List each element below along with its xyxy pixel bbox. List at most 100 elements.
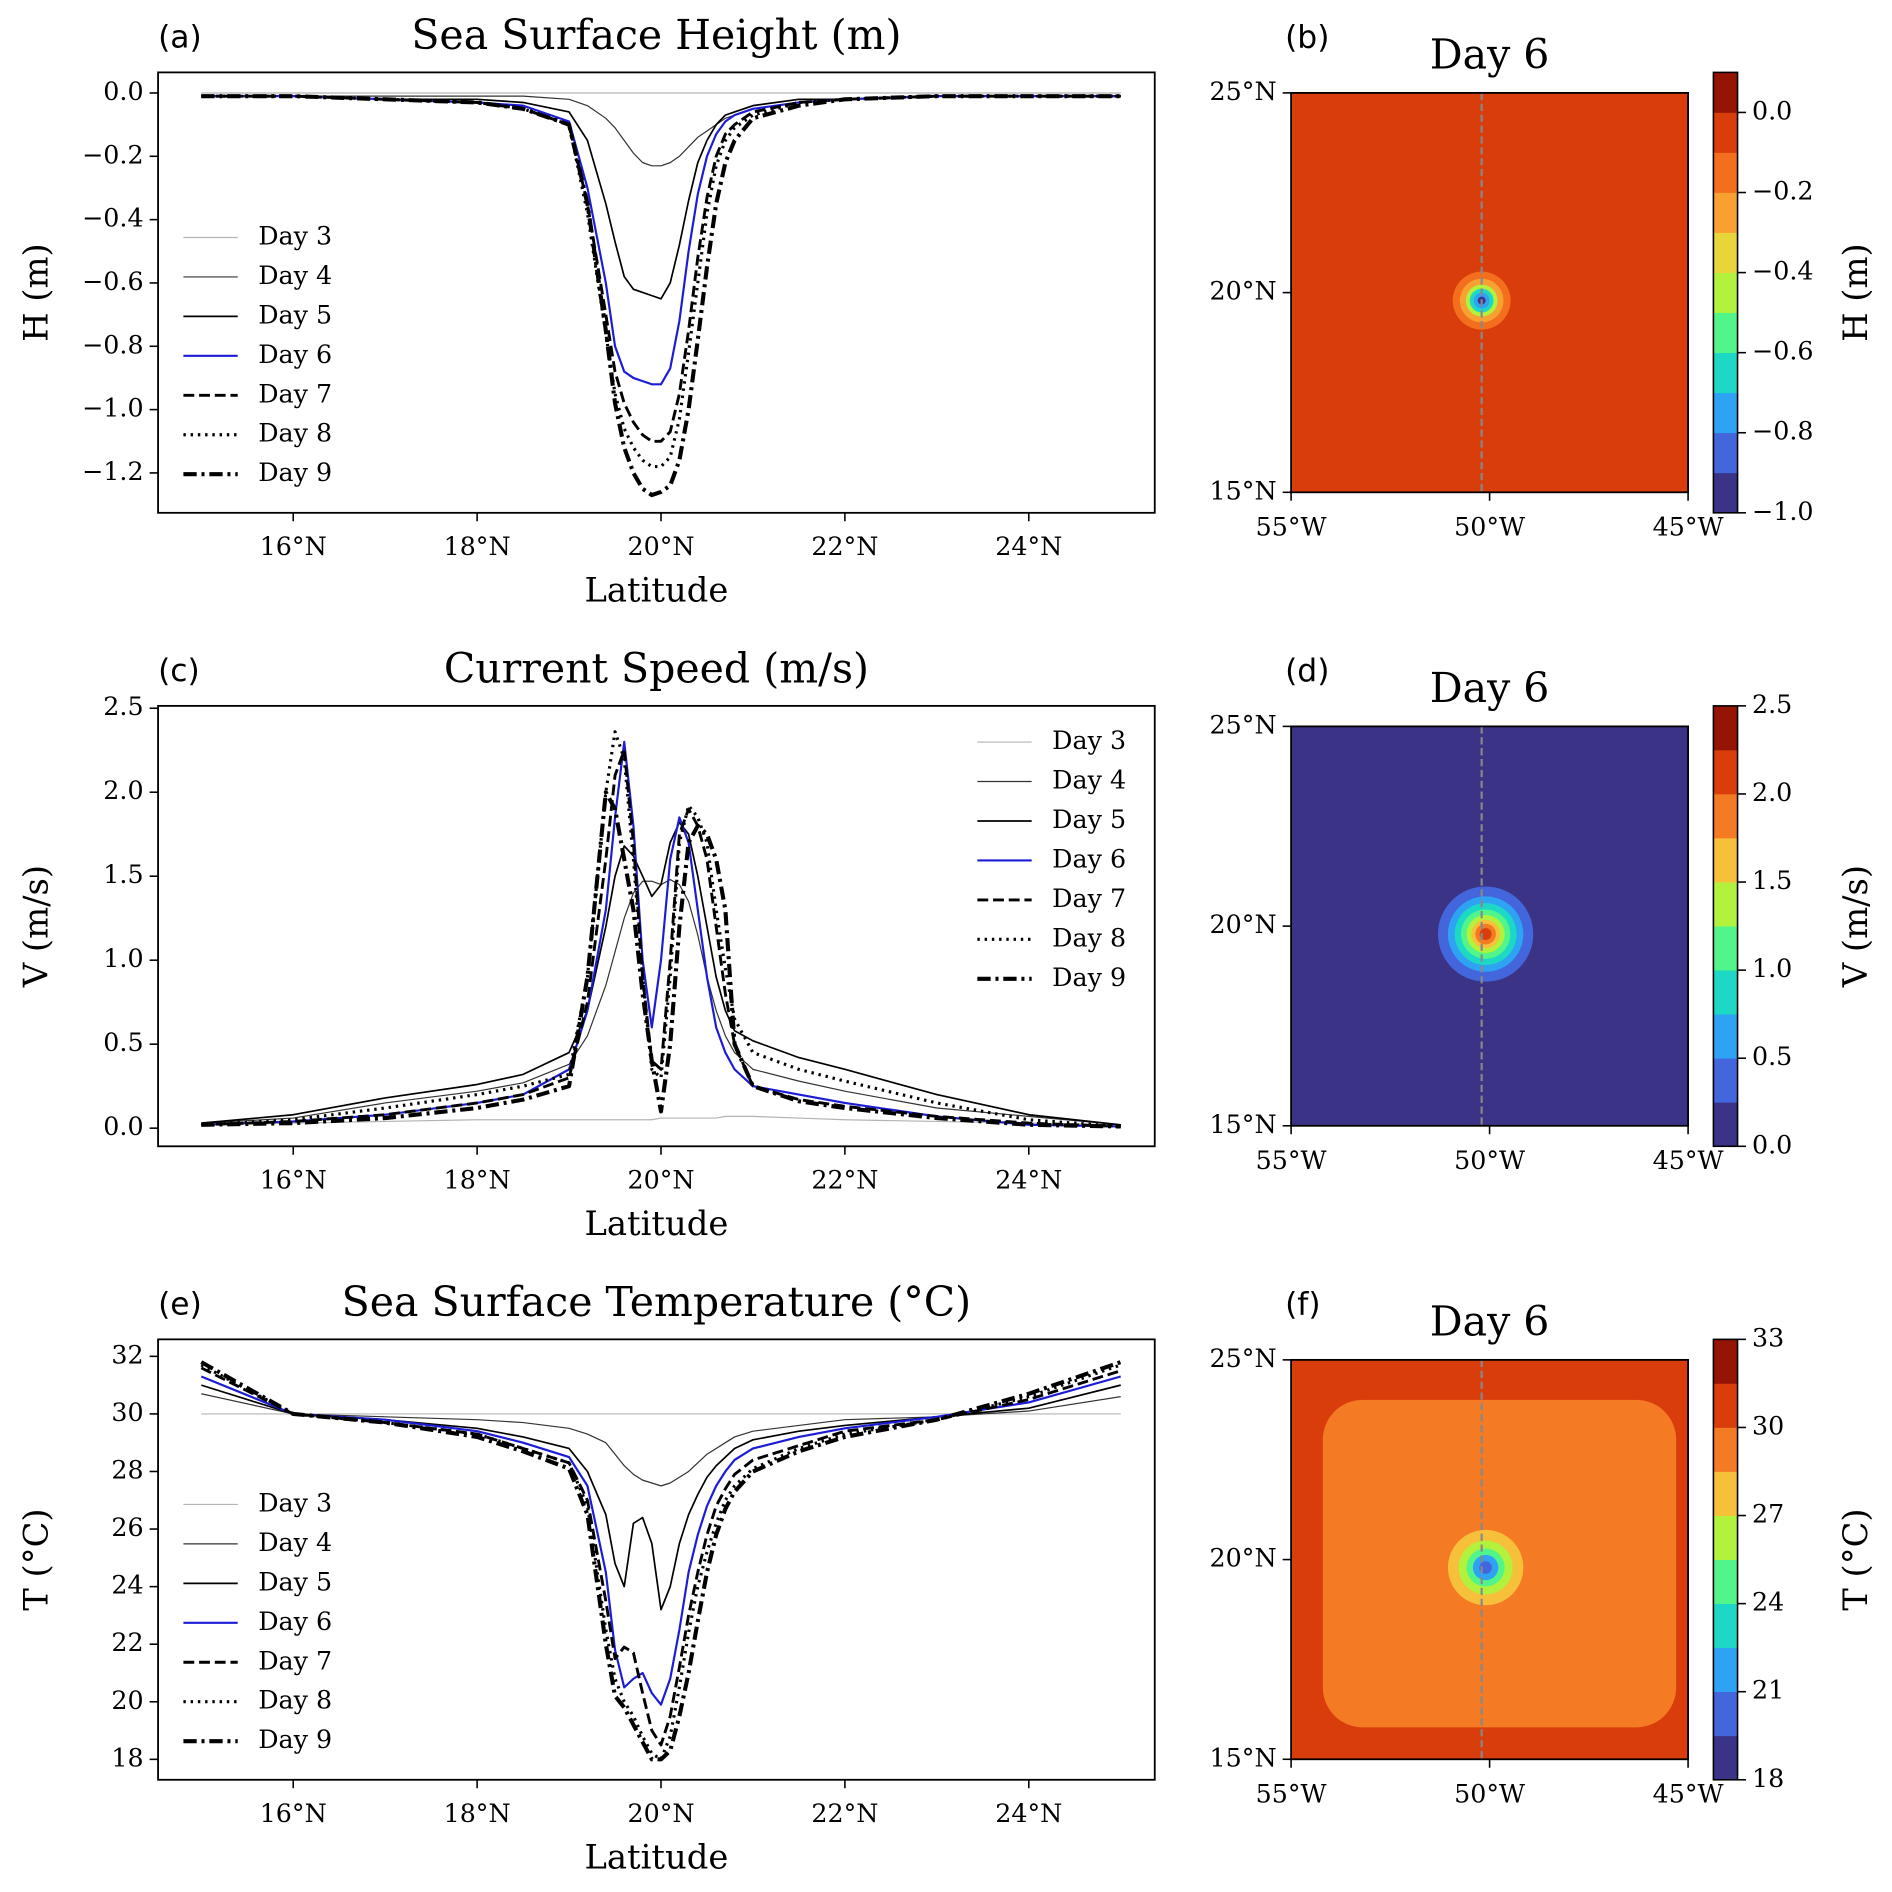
y-axis-label: V (m/s) [17,865,56,988]
colorbar-bin [1713,1427,1738,1472]
panel-label: (a) [158,20,202,56]
series-line [201,1384,1121,1611]
colorbar-bin [1713,1647,1738,1693]
colorbar-tick-label: 18 [1752,1763,1784,1793]
colorbar-tick-label: 27 [1752,1499,1784,1529]
x-axis-label: Latitude [584,1837,728,1876]
x-tick-label: 50°W [1454,1145,1525,1175]
legend-label: Day 8 [1052,922,1126,952]
y-tick-label: 20°N [1210,909,1277,939]
x-tick-label: 50°W [1454,1778,1525,1808]
colorbar-tick-label: −0.4 [1752,256,1814,286]
y-tick-label: 15°N [1210,475,1277,505]
map-title: Day 6 [1430,30,1550,78]
colorbar-tick-label: 2.0 [1752,777,1792,807]
legend-label: Day 8 [258,1685,332,1715]
y-tick-label: −0.6 [82,266,144,296]
colorbar-bin [1713,1735,1738,1781]
x-tick-label: 16°N [260,1164,327,1194]
colorbar-tick-label: −0.6 [1752,336,1814,366]
panel-label: (c) [158,653,200,689]
panel-label: (e) [158,1287,202,1323]
y-tick-label: 2.5 [103,691,143,721]
series-line [200,1360,1122,1762]
colorbar-bin [1713,112,1738,153]
y-tick-label: −0.2 [82,139,144,169]
legend-label: Day 7 [258,378,332,408]
chart-title: Current Speed (m/s) [444,645,869,693]
colorbar-tick-label: 33 [1752,1322,1784,1352]
colorbar-bin [1713,1603,1738,1649]
x-tick-label: 50°W [1454,512,1525,542]
series-line [200,1375,1122,1706]
x-tick-label: 45°W [1653,1778,1724,1808]
series-line [201,1393,1121,1487]
legend-label: Day 4 [258,1527,332,1557]
y-tick-label: −1.2 [82,456,144,486]
colorbar-bin [1713,472,1738,514]
series-line [201,95,1121,386]
y-tick-label: 25°N [1210,709,1277,739]
colorbar-bin [1713,72,1738,113]
x-tick-label: 45°W [1653,512,1724,542]
x-tick-label: 55°W [1256,512,1327,542]
colorbar-frame [1712,1338,1739,1781]
panel-label: (d) [1285,653,1329,689]
colorbar-tick-label: 0.0 [1752,1129,1792,1159]
colorbar-bin [1713,1102,1738,1147]
colorbar-bin [1713,432,1738,474]
series-line [200,1366,1122,1747]
series-line [201,878,1121,1126]
x-tick-label: 45°W [1653,1145,1724,1175]
map-area [1291,92,1689,493]
x-tick-label: 20°N [627,1798,694,1828]
y-tick-label: 26 [111,1512,143,1542]
series-line [201,94,1121,498]
legend-label: Day 6 [1052,843,1126,873]
colorbar-frame [1712,71,1739,514]
axes-frame [157,1338,1156,1781]
series-line [201,790,1121,1129]
legend-label: Day 4 [1052,765,1126,795]
x-tick-label: 20°N [627,531,694,561]
colorbar-bin [1713,1058,1738,1103]
map-title: Day 6 [1430,664,1550,712]
y-tick-label: 18 [111,1742,143,1772]
y-axis-label: H (m) [17,243,56,342]
colorbar-bin [1713,970,1738,1015]
legend-label: Day 5 [258,1566,332,1596]
colorbar-bin [1713,705,1738,751]
legend-label: Day 5 [1052,804,1126,834]
legend-label: Day 6 [258,1606,332,1636]
y-tick-label: 28 [111,1454,143,1484]
colorbar-label: T (°C) [1836,1508,1875,1610]
x-tick-label: 24°N [995,1798,1062,1828]
colorbar-bin [1713,1471,1738,1516]
legend-label: Day 3 [258,220,332,250]
colorbar-bin [1713,192,1738,233]
colorbar-tick-label: −0.8 [1752,416,1814,446]
colorbar-bin [1713,1515,1738,1560]
colorbar-bin [1713,838,1738,883]
colorbar-bin [1713,352,1738,394]
axes-frame [157,704,1156,1148]
y-tick-label: 0.0 [103,76,143,106]
y-tick-label: 2.0 [103,775,143,805]
y-tick-label: 1.5 [103,859,143,889]
colorbar-bin [1713,793,1738,839]
chart-title: Sea Surface Height (m) [411,11,901,59]
plot-area [201,92,1121,498]
colorbar-bin [1713,749,1738,795]
colorbar-bin [1713,312,1738,354]
x-tick-label: 22°N [811,1164,878,1194]
colorbar-label: V (m/s) [1836,865,1875,988]
colorbar-tick-label: 1.0 [1752,953,1792,983]
x-axis-label: Latitude [584,570,728,609]
series-line [201,95,1121,300]
y-tick-label: −1.0 [82,393,144,423]
colorbar-tick-label: 21 [1752,1675,1784,1705]
y-tick-label: 22 [111,1627,143,1657]
y-tick-label: −0.4 [82,203,144,233]
colorbar-tick-label: 30 [1752,1410,1784,1440]
